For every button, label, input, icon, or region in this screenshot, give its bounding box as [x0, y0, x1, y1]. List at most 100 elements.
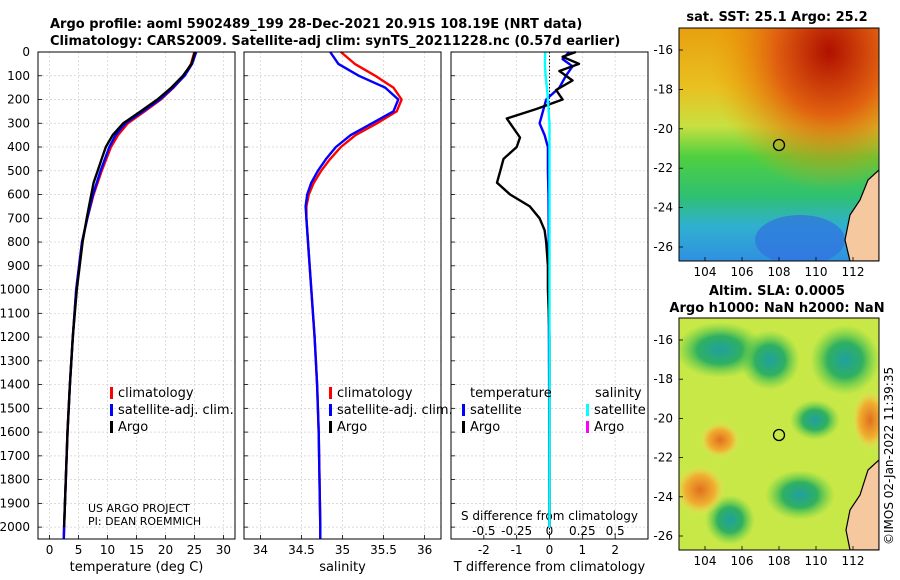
map-y-tick-label: -16: [653, 333, 673, 347]
map-y-tick-label: -22: [653, 161, 673, 175]
depth-tick-label: 1600: [0, 425, 30, 439]
x-tick-label: 20: [158, 543, 173, 557]
depth-tick-label: 700: [7, 211, 30, 225]
x-tick-label: 30: [216, 543, 231, 557]
x2-tick-label: -0.5: [472, 524, 495, 538]
map-x-tick-label: 108: [768, 554, 791, 568]
axes-frame: [243, 51, 442, 540]
sla-high: [852, 390, 879, 450]
coastline: [844, 169, 879, 261]
depth-tick-label: 1400: [0, 378, 30, 392]
series-line: [62, 51, 198, 540]
legend-swatch-s-satellite: [586, 404, 589, 416]
sla-high: [700, 422, 740, 458]
x-tick-label: 35: [335, 543, 350, 557]
map-y-tick-label: -16: [653, 43, 673, 57]
depth-tick-label: 1200: [0, 330, 30, 344]
legend-label-climatology: climatology: [337, 386, 413, 401]
depth-tick-label: 500: [7, 164, 30, 178]
map-y-tick-label: -20: [653, 122, 673, 136]
x-tick-label: 10: [100, 543, 115, 557]
x-axis-label: temperature (deg C): [70, 560, 204, 575]
map-y-tick-label: -24: [653, 490, 673, 504]
legend-swatch-climatology: [110, 387, 113, 399]
depth-tick-label: 0: [22, 45, 30, 59]
legend-title-salinity: salinity: [595, 386, 642, 401]
sla-low: [790, 400, 840, 440]
depth-tick-label: 600: [7, 188, 30, 202]
depth-tick-label: 1300: [0, 354, 30, 368]
legend-label-satellite: satellite-adj. clim.: [118, 403, 234, 418]
map-y-tick-label: -20: [653, 411, 673, 425]
map-y-tick-label: -26: [653, 529, 673, 543]
x-axis-label: salinity: [319, 560, 366, 575]
sst-map-title: sat. SST: 25.1 Argo: 25.2: [686, 10, 867, 25]
axes-frame: [37, 51, 236, 540]
depth-tick-label: 1800: [0, 473, 30, 487]
legend-title-temperature: temperature: [470, 386, 552, 401]
x2-tick-label: 0: [546, 524, 554, 538]
legend-label-t-argo: Argo: [470, 420, 500, 435]
depth-tick-label: 800: [7, 235, 30, 249]
x-tick-label: -2: [478, 543, 490, 557]
legend-swatch-satellite: [110, 404, 113, 416]
x-tick-label: 1: [579, 543, 587, 557]
depth-tick-label: 400: [7, 140, 30, 154]
legend-label-t-satellite: satellite: [470, 403, 522, 418]
sst-map: [679, 28, 879, 261]
side-credit: ©IMOS 02-Jan-2022 11:39:35: [882, 367, 896, 545]
sla-map-ticks: -16 -18 -20 -22 -24 -26 104 106 108 110 112: [653, 333, 864, 568]
x-tick-label: 5: [75, 543, 83, 557]
x-tick-label: -1: [511, 543, 523, 557]
series-line: [304, 51, 400, 539]
series-line: [62, 51, 196, 540]
x2-tick-label: -0.25: [501, 524, 532, 538]
sst-map-ticks: -16 -18 -20 -22 -24 -26 104 106 108 110 112: [653, 43, 864, 279]
x-axis-label: T difference from climatology: [453, 560, 646, 575]
map-x-tick-label: 112: [842, 554, 865, 568]
x2-tick-label: 0.25: [569, 524, 596, 538]
x-tick-label: 2: [611, 543, 619, 557]
depth-tick-label: 900: [7, 259, 30, 273]
depth-tick-label: 1100: [0, 306, 30, 320]
depth-tick-label: 1900: [0, 496, 30, 510]
coastline: [845, 459, 879, 550]
legend-label-s-satellite: satellite: [594, 403, 646, 418]
map-x-tick-label: 108: [768, 265, 791, 279]
argo-position-marker: [772, 138, 786, 152]
sst-cool-region: [755, 215, 845, 261]
header-line-2: Climatology: CARS2009. Satellite-adj cli…: [50, 34, 620, 49]
difference-axes: -2 -1 0 1 2-0.5 -0.25 0 0.25 0.5S difference fro…: [450, 50, 649, 575]
x-tick-label: 34.5: [288, 543, 315, 557]
sla-map-title-2: Argo h1000: NaN h2000: NaN: [669, 301, 884, 316]
map-x-tick-label: 110: [805, 265, 828, 279]
diff-legend: temperature salinity satellite Argo sate…: [462, 386, 646, 435]
legend-swatch-argo: [329, 421, 332, 433]
series-line: [305, 51, 403, 539]
depth-tick-label: 200: [7, 93, 30, 107]
legend-label-argo: Argo: [337, 420, 367, 435]
sla-low: [810, 325, 879, 395]
map-x-tick-label: 110: [805, 554, 828, 568]
argo-position-marker: [772, 428, 786, 442]
x-tick-label: 15: [129, 543, 144, 557]
axes-frame: [450, 51, 649, 540]
legend-swatch-argo: [110, 421, 113, 433]
x-tick-label: 0: [46, 543, 54, 557]
sla-map-title-1: Altim. SLA: 0.0005: [709, 284, 845, 299]
map-x-tick-label: 104: [694, 554, 717, 568]
map-y-tick-label: -18: [653, 82, 673, 96]
x-tick-label: 36: [417, 543, 432, 557]
legend-swatch-s-argo: [586, 421, 589, 433]
series-line: [62, 51, 197, 528]
credit-line-1: US ARGO PROJECT: [88, 502, 190, 515]
x-tick-label: 34: [253, 543, 268, 557]
legend-label-satellite: satellite-adj. clim.: [337, 403, 453, 418]
depth-tick-label: 2000: [0, 520, 30, 534]
map-y-tick-label: -22: [653, 451, 673, 465]
depth-tick-labels: 0 100 200 300 400 500 600 700 800 900 1000 1100 1200…: [0, 45, 30, 534]
legend-label-argo: Argo: [118, 420, 148, 435]
sla-low: [740, 330, 800, 390]
legend-label-s-argo: Argo: [594, 420, 624, 435]
legend-swatch-satellite: [329, 404, 332, 416]
